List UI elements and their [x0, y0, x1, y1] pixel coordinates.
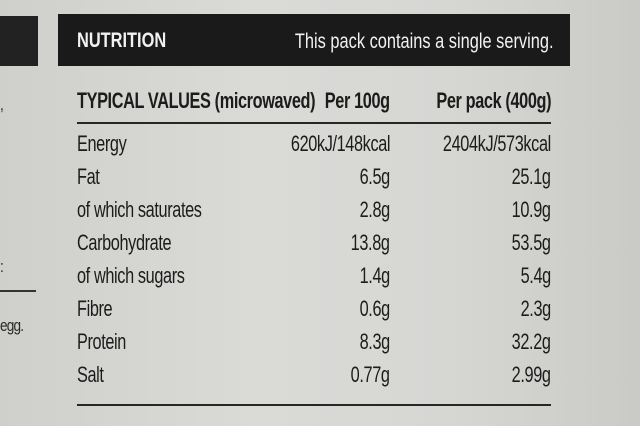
- column-header-label: TYPICAL VALUES (microwaved): [77, 88, 316, 113]
- value-per-100g: 2.8g: [359, 197, 391, 222]
- left-panel-text-fragment: :: [0, 257, 4, 276]
- header-divider: [77, 122, 551, 124]
- left-panel-text-fragment: ,: [0, 95, 4, 114]
- table-row: Protein 8.3g 32.2g: [77, 329, 551, 357]
- nutrient-label: Energy: [77, 131, 127, 156]
- value-per-pack: 25.1g: [512, 164, 551, 189]
- left-panel-header-fragment: [0, 16, 38, 66]
- value-per-100g: 0.6g: [359, 296, 391, 321]
- serving-note: This pack contains a single serving.: [294, 30, 553, 53]
- table-row: Fat 6.5g 25.1g: [77, 164, 551, 192]
- value-per-pack: 2.99g: [512, 362, 551, 387]
- nutrient-label: Fibre: [77, 296, 113, 321]
- nutrient-label: Carbohydrate: [77, 230, 172, 255]
- left-panel-text-fragment: egg.: [0, 316, 24, 335]
- value-per-pack: 32.2g: [512, 329, 551, 354]
- value-per-100g: 0.77g: [351, 362, 390, 387]
- value-per-100g: 620kJ/148kcal: [290, 131, 391, 156]
- nutrient-label: of which sugars: [77, 263, 185, 288]
- value-per-100g: 13.8g: [351, 230, 390, 255]
- nutrient-label: Fat: [77, 164, 100, 189]
- value-per-pack: 5.4g: [520, 263, 552, 288]
- value-per-100g: 6.5g: [359, 164, 391, 189]
- nutrition-title: NUTRITION: [77, 29, 167, 52]
- column-header-row: TYPICAL VALUES (microwaved) Per 100g Per…: [77, 88, 551, 116]
- value-per-100g: 1.4g: [359, 263, 391, 288]
- column-header-per-pack: Per pack (400g): [436, 88, 551, 113]
- value-per-pack: 10.9g: [512, 197, 551, 222]
- left-panel-divider: [0, 290, 36, 292]
- value-per-pack: 2.3g: [520, 296, 552, 321]
- nutrient-label: Salt: [77, 362, 104, 387]
- table-row: Fibre 0.6g 2.3g: [77, 296, 551, 324]
- value-per-pack: 53.5g: [512, 230, 551, 255]
- table-row: Energy 620kJ/148kcal 2404kJ/573kcal: [77, 131, 551, 159]
- table-row: of which saturates 2.8g 10.9g: [77, 197, 551, 225]
- nutrition-header-bar: NUTRITION This pack contains a single se…: [58, 14, 570, 66]
- value-per-100g: 8.3g: [359, 329, 391, 354]
- table-row: Salt 0.77g 2.99g: [77, 362, 551, 390]
- value-per-pack: 2404kJ/573kcal: [443, 131, 551, 156]
- column-header-per-100g: Per 100g: [325, 88, 390, 113]
- table-row: Carbohydrate 13.8g 53.5g: [77, 230, 551, 258]
- bottom-divider: [77, 404, 551, 406]
- nutrient-label: Protein: [77, 329, 127, 354]
- table-row: of which sugars 1.4g 5.4g: [77, 263, 551, 291]
- nutrient-label: of which saturates: [77, 197, 202, 222]
- nutrition-panel: NUTRITION This pack contains a single se…: [58, 14, 570, 414]
